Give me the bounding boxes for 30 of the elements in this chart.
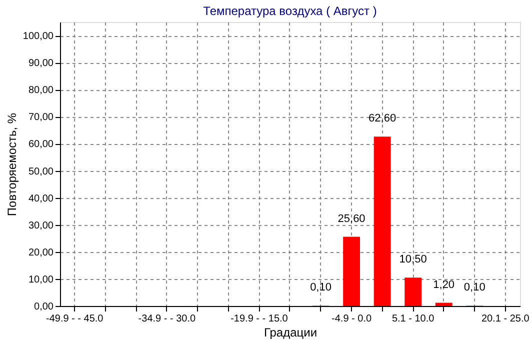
y-axis-title: Повторяемость, % [4, 112, 19, 216]
y-tick-label: 0,00 [34, 302, 54, 312]
x-tick-label: 20.1 - 25.0 [481, 314, 530, 324]
chart-title: Температура воздуха ( Август ) [203, 4, 377, 18]
y-tick-label: 90,00 [28, 58, 54, 70]
x-axis-title: Градации [264, 326, 318, 340]
bar [374, 136, 391, 306]
data-label: 0,10 [310, 282, 332, 294]
y-tick-label: 60,00 [28, 139, 54, 150]
x-tick-label: -49.9 - - 45.0 [46, 314, 104, 324]
bar [343, 236, 360, 306]
data-label: 0,10 [464, 282, 486, 294]
data-label: 1,20 [433, 278, 455, 291]
x-tick-label: -19.9 - - 15.0 [230, 314, 288, 324]
y-tick-label: 20,00 [28, 247, 54, 258]
y-tick-label: 50,00 [28, 166, 54, 178]
y-tick-label: 40,00 [28, 193, 54, 204]
y-tick-label: 80,00 [28, 85, 54, 96]
data-label: 25,60 [338, 212, 366, 225]
x-tick-label: 5.1 - 10.0 [392, 314, 435, 324]
y-tick-label: 10,00 [28, 274, 54, 286]
y-tick-label: 70,00 [28, 112, 54, 124]
bar [404, 278, 422, 306]
bar [435, 302, 452, 306]
data-label: 10,50 [399, 254, 427, 266]
x-tick-label: -34.9 - - 30.0 [138, 314, 196, 324]
y-tick-label: 30,00 [28, 220, 54, 232]
data-label: 62,60 [368, 112, 396, 125]
x-tick-label: -4.9 - 0.0 [332, 314, 372, 324]
y-tick-label: 100,00 [22, 31, 54, 42]
